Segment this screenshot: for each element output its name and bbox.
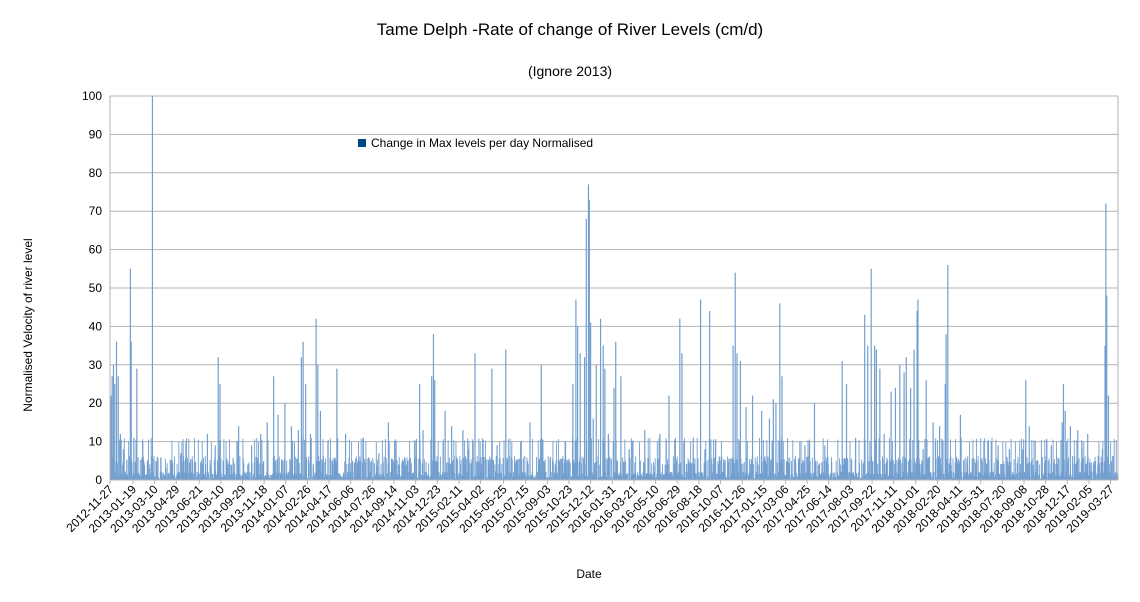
y-tick-labels: 0 10 20 30 40 50 60 70 80 90 100 [82,89,102,487]
y-tick-label: 70 [89,204,103,218]
legend-label: Change in Max levels per day Normalised [371,136,594,150]
legend-swatch [358,139,366,147]
y-tick-label: 0 [95,473,102,487]
y-tick-label: 60 [89,243,103,257]
y-tick-label: 50 [89,281,103,295]
y-tick-label: 20 [89,396,103,410]
chart-subtitle: (Ignore 2013) [527,63,613,79]
y-tick-label: 10 [89,435,103,449]
legend: Change in Max levels per day Normalised [358,136,593,150]
chart-title: Tame Delph -Rate of change of River Leve… [376,20,764,39]
y-tick-label: 40 [89,319,103,333]
x-tick-labels: 2012-11-272013-01-192013-03-102013-04-29… [63,482,1117,536]
y-tick-label: 90 [89,127,103,141]
data-bars [109,96,1119,480]
y-tick-label: 100 [82,89,102,103]
y-tick-label: 30 [89,358,103,372]
axes [109,96,1119,484]
x-axis-label: Date [576,567,602,581]
y-tick-label: 80 [89,166,103,180]
